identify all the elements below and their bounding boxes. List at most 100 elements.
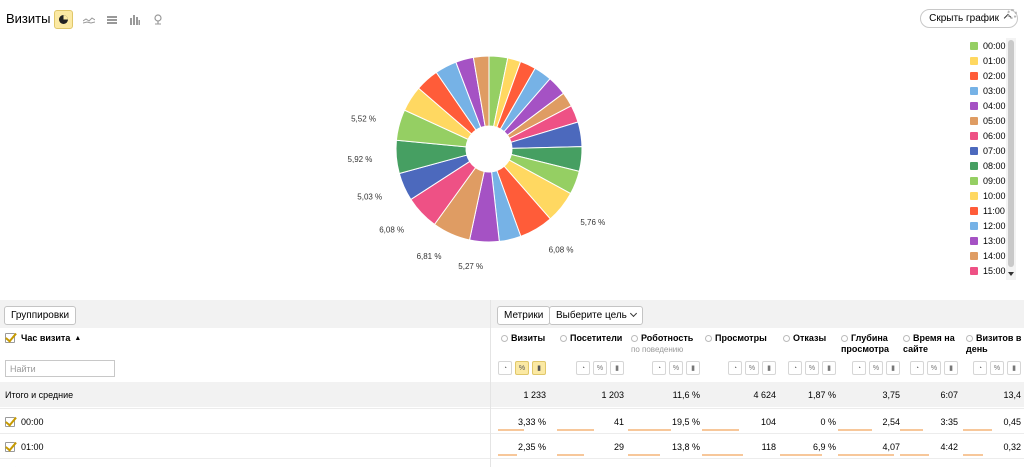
value-bar: [702, 429, 739, 431]
legend-item[interactable]: 03:00: [970, 83, 1018, 98]
pie-chart-icon[interactable]: [54, 10, 73, 29]
bar-view-icon[interactable]: ▮: [762, 361, 776, 375]
table-row[interactable]: 2,84 %3520 %690 %1,974:510,38: [0, 458, 1024, 467]
legend-item[interactable]: 04:00: [970, 98, 1018, 113]
metrics-button[interactable]: Метрики: [497, 306, 551, 325]
pie-view-icon[interactable]: ◔: [652, 361, 666, 375]
bar-view-icon[interactable]: ▮: [886, 361, 900, 375]
percent-icon[interactable]: %: [927, 361, 941, 375]
percent-icon[interactable]: %: [869, 361, 883, 375]
goal-select[interactable]: Выберите цель: [549, 306, 643, 325]
map-icon[interactable]: [148, 10, 167, 29]
total-row[interactable]: Итого и средние 1 233 1 203 11,6 % 4 624 1,87…: [0, 382, 1024, 407]
info-icon[interactable]: [966, 335, 973, 342]
legend-label: 08:00: [983, 160, 1006, 171]
legend-item[interactable]: 14:00: [970, 248, 1018, 263]
gear-icon[interactable]: [1007, 9, 1017, 19]
pie-view-icon[interactable]: ◔: [728, 361, 742, 375]
metric-header[interactable]: Визитов в день: [966, 333, 1022, 355]
legend-item[interactable]: 10:00: [970, 188, 1018, 203]
info-icon[interactable]: [501, 335, 508, 342]
checkbox-icon[interactable]: [5, 333, 15, 343]
chevron-down-icon: [629, 309, 637, 318]
legend-item[interactable]: 15:00: [970, 263, 1018, 278]
metric-header-label: Роботность: [641, 333, 694, 343]
pie-view-icon[interactable]: ◔: [910, 361, 924, 375]
info-icon[interactable]: [705, 335, 712, 342]
legend-item[interactable]: 09:00: [970, 173, 1018, 188]
legend-item[interactable]: 05:00: [970, 113, 1018, 128]
bar-chart-icon[interactable]: [125, 10, 144, 29]
metric-header[interactable]: Просмотры: [705, 333, 777, 344]
legend-swatch: [970, 161, 978, 170]
bar-view-icon[interactable]: ▮: [1007, 361, 1021, 375]
pie-view-icon[interactable]: ◔: [498, 361, 512, 375]
legend-item[interactable]: 07:00: [970, 143, 1018, 158]
value-bar: [557, 429, 594, 431]
bar-view-icon[interactable]: ▮: [944, 361, 958, 375]
percent-icon[interactable]: %: [515, 361, 529, 375]
table-cell: 41: [613, 417, 624, 427]
pie-view-icon[interactable]: ◔: [576, 361, 590, 375]
legend-swatch: [970, 221, 978, 230]
bar-view-icon[interactable]: ▮: [610, 361, 624, 375]
info-icon[interactable]: [841, 335, 848, 342]
table-row[interactable]: 01:00 2,35 % 29 13,8 % 118 6,9 % 4,07 4:42 0,32: [0, 433, 1024, 458]
percent-icon[interactable]: %: [669, 361, 683, 375]
percent-icon[interactable]: %: [990, 361, 1004, 375]
stacked-area-icon[interactable]: [102, 10, 121, 29]
legend-scrollbar[interactable]: [1006, 38, 1016, 280]
metric-header[interactable]: Отказы: [783, 333, 837, 344]
row-label: Итого и средние: [5, 390, 73, 400]
metric-view-toggles: ◔% ▮: [852, 361, 900, 375]
metric-header[interactable]: Глубина просмотра: [841, 333, 901, 355]
search-input[interactable]: [5, 360, 115, 377]
info-icon[interactable]: [903, 335, 910, 342]
metric-header[interactable]: Визиты: [501, 333, 547, 344]
group-column-header[interactable]: Час визита ▲: [5, 333, 81, 343]
metric-header[interactable]: Время на сайте: [903, 333, 959, 355]
legend-item[interactable]: 13:00: [970, 233, 1018, 248]
legend-item[interactable]: 11:00: [970, 203, 1018, 218]
percent-icon[interactable]: %: [805, 361, 819, 375]
line-chart-icon[interactable]: [79, 10, 98, 29]
legend-label: 09:00: [983, 175, 1006, 186]
groupings-button[interactable]: Группировки: [4, 306, 77, 325]
info-icon[interactable]: [560, 335, 567, 342]
bar-view-icon[interactable]: ▮: [686, 361, 700, 375]
legend-scrollbar-thumb[interactable]: [1008, 40, 1014, 267]
legend-item[interactable]: 12:00: [970, 218, 1018, 233]
legend-item[interactable]: 01:00: [970, 53, 1018, 68]
legend-label: 11:00: [983, 205, 1005, 216]
table-row[interactable]: 00:00 3,33 % 41 19,5 % 104 0 % 2,54 3:35 0,45: [0, 408, 1024, 433]
metric-view-toggles: ◔% ▮: [498, 361, 546, 375]
bar-view-icon[interactable]: ▮: [532, 361, 546, 375]
legend-label: 01:00: [983, 55, 1006, 66]
row-checkbox-icon[interactable]: [5, 442, 15, 452]
pie-slice-23:00[interactable]: [472, 55, 490, 127]
table-cell: 0,32: [1003, 442, 1021, 452]
metric-header-sub: по поведению: [631, 345, 684, 354]
row-label: 01:00: [5, 442, 44, 452]
bar-view-icon[interactable]: ▮: [822, 361, 836, 375]
column-divider: [490, 300, 491, 467]
legend-item[interactable]: 00:00: [970, 38, 1018, 53]
hide-chart-button[interactable]: Скрыть график: [920, 9, 1018, 28]
legend-item[interactable]: 06:00: [970, 128, 1018, 143]
sort-asc-icon[interactable]: ▲: [74, 334, 82, 342]
pie-view-icon[interactable]: ◔: [788, 361, 802, 375]
info-icon[interactable]: [783, 335, 790, 342]
legend-item[interactable]: 02:00: [970, 68, 1018, 83]
pie-view-icon[interactable]: ◔: [852, 361, 866, 375]
legend-item[interactable]: 08:00: [970, 158, 1018, 173]
info-icon[interactable]: [631, 335, 638, 342]
pie-data-label: 5,52 %: [351, 115, 376, 124]
scroll-down-arrow-icon[interactable]: [1008, 272, 1014, 276]
value-bar: [900, 454, 929, 456]
pie-view-icon[interactable]: ◔: [973, 361, 987, 375]
percent-icon[interactable]: %: [593, 361, 607, 375]
metric-header[interactable]: Роботность по поведению: [631, 333, 701, 355]
percent-icon[interactable]: %: [745, 361, 759, 375]
row-checkbox-icon[interactable]: [5, 417, 15, 427]
metric-header[interactable]: Посетители: [560, 333, 625, 344]
